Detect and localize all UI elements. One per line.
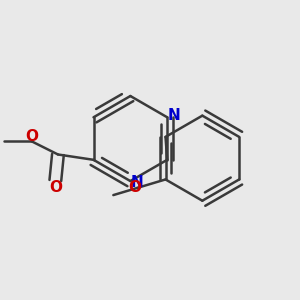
Text: O: O — [25, 129, 38, 144]
Text: N: N — [130, 175, 143, 190]
Text: N: N — [168, 108, 181, 123]
Text: O: O — [49, 180, 62, 195]
Text: O: O — [128, 180, 141, 195]
